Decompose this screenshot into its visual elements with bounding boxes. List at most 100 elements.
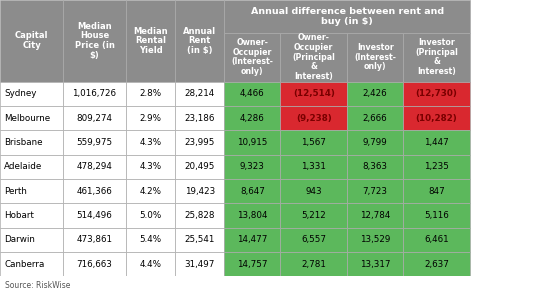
Text: 4.2%: 4.2% — [139, 187, 162, 196]
Bar — [0, 179, 63, 203]
Bar — [224, 228, 280, 252]
Text: Source: RiskWise: Source: RiskWise — [5, 281, 70, 290]
Text: 8,647: 8,647 — [240, 187, 265, 196]
Bar — [175, 130, 224, 155]
Text: 809,274: 809,274 — [76, 113, 113, 123]
Bar — [403, 228, 470, 252]
Bar — [347, 203, 403, 228]
Text: Capital
City: Capital City — [15, 31, 48, 50]
Bar — [280, 130, 347, 155]
Text: (12,514): (12,514) — [293, 89, 335, 98]
Text: Sydney: Sydney — [4, 89, 37, 98]
Bar — [63, 252, 126, 276]
Text: 847: 847 — [428, 187, 445, 196]
Bar — [347, 106, 403, 130]
Text: 2.8%: 2.8% — [139, 89, 162, 98]
Text: Investor
(Interest-
only): Investor (Interest- only) — [354, 43, 396, 71]
Text: 1,567: 1,567 — [301, 138, 326, 147]
Text: 2.9%: 2.9% — [139, 113, 162, 123]
Bar — [63, 81, 126, 106]
Text: Adelaide: Adelaide — [4, 162, 43, 171]
Text: 23,186: 23,186 — [185, 113, 215, 123]
Bar — [347, 252, 403, 276]
Text: 25,541: 25,541 — [185, 235, 215, 244]
Bar — [63, 228, 126, 252]
Bar — [0, 203, 63, 228]
Bar — [126, 0, 175, 81]
Text: 4,286: 4,286 — [240, 113, 265, 123]
Bar — [280, 252, 347, 276]
Bar — [126, 106, 175, 130]
Text: 28,214: 28,214 — [185, 89, 215, 98]
Text: 1,235: 1,235 — [424, 162, 449, 171]
Text: 2,637: 2,637 — [424, 260, 449, 269]
Bar — [403, 81, 470, 106]
Bar — [403, 179, 470, 203]
Text: 25,828: 25,828 — [184, 211, 215, 220]
Bar — [0, 0, 63, 81]
Bar — [63, 0, 126, 81]
Text: 2,781: 2,781 — [301, 260, 326, 269]
Text: 5.4%: 5.4% — [139, 235, 162, 244]
Bar — [403, 155, 470, 179]
Bar — [403, 252, 470, 276]
Text: 4,466: 4,466 — [240, 89, 265, 98]
Bar — [224, 203, 280, 228]
Bar — [175, 106, 224, 130]
Bar — [224, 33, 280, 81]
Bar — [347, 33, 403, 81]
Text: 5,116: 5,116 — [424, 211, 449, 220]
Text: 478,294: 478,294 — [76, 162, 113, 171]
Text: Median
Rental
Yield: Median Rental Yield — [134, 26, 168, 55]
Bar — [63, 106, 126, 130]
Text: 4.4%: 4.4% — [139, 260, 162, 269]
Bar — [224, 0, 470, 33]
Text: 5.0%: 5.0% — [139, 211, 162, 220]
Bar — [126, 228, 175, 252]
Text: Darwin: Darwin — [4, 235, 35, 244]
Bar — [0, 81, 63, 106]
Text: Investor
(Principal
&
Interest): Investor (Principal & Interest) — [415, 38, 458, 76]
Bar — [0, 155, 63, 179]
Bar — [224, 130, 280, 155]
Bar — [403, 203, 470, 228]
Text: 461,366: 461,366 — [77, 187, 112, 196]
Text: Annual difference between rent and
buy (in $): Annual difference between rent and buy (… — [250, 7, 444, 26]
Bar — [280, 228, 347, 252]
Bar — [280, 106, 347, 130]
Text: Perth: Perth — [4, 187, 27, 196]
Text: Annual
Rent
(in $): Annual Rent (in $) — [183, 26, 216, 55]
Bar — [347, 179, 403, 203]
Text: 716,663: 716,663 — [76, 260, 113, 269]
Bar — [347, 155, 403, 179]
Bar — [347, 228, 403, 252]
Text: 6,461: 6,461 — [424, 235, 449, 244]
Bar — [63, 179, 126, 203]
Bar — [126, 252, 175, 276]
Text: 559,975: 559,975 — [76, 138, 113, 147]
Bar — [175, 203, 224, 228]
Bar — [280, 203, 347, 228]
Bar — [126, 203, 175, 228]
Bar — [0, 228, 63, 252]
Text: 514,496: 514,496 — [77, 211, 112, 220]
Bar — [224, 81, 280, 106]
Bar — [224, 179, 280, 203]
Text: (12,730): (12,730) — [415, 89, 458, 98]
Bar — [126, 155, 175, 179]
Bar — [403, 130, 470, 155]
Text: 13,804: 13,804 — [237, 211, 268, 220]
Bar — [403, 106, 470, 130]
Text: 10,915: 10,915 — [237, 138, 268, 147]
Text: 4.3%: 4.3% — [139, 138, 162, 147]
Bar — [0, 252, 63, 276]
Bar — [175, 81, 224, 106]
Text: 12,784: 12,784 — [360, 211, 390, 220]
Text: 13,529: 13,529 — [360, 235, 390, 244]
Bar — [224, 252, 280, 276]
Bar — [126, 81, 175, 106]
Text: Hobart: Hobart — [4, 211, 34, 220]
Bar — [126, 130, 175, 155]
Bar — [280, 81, 347, 106]
Text: 6,557: 6,557 — [301, 235, 326, 244]
